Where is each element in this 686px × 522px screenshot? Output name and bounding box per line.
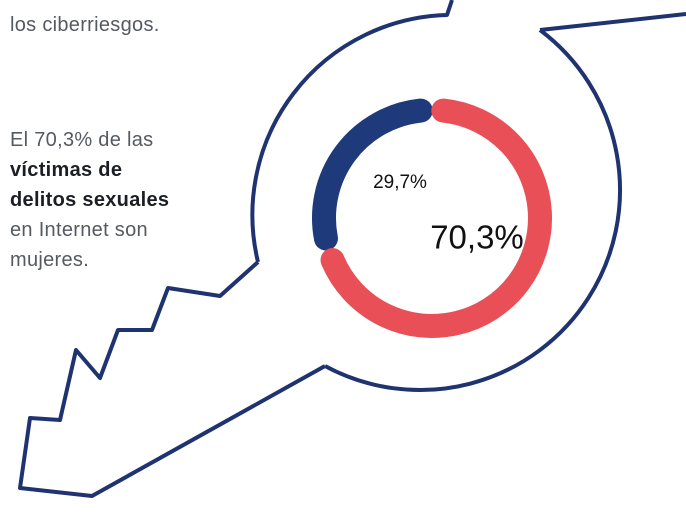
donut: 29,7% 70,3% <box>312 98 552 338</box>
caption: El 70,3% de las víctimas de delitos sexu… <box>10 125 169 275</box>
value-label: 70,3% <box>430 219 524 256</box>
key-outline <box>18 0 686 498</box>
caption-line: mujeres. <box>10 249 90 271</box>
key-handle <box>539 12 686 32</box>
intro-text: los ciberriesgos. <box>10 14 160 36</box>
value-label: 29,7% <box>373 172 427 193</box>
key-ring-left <box>250 0 454 263</box>
caption-bold: delitos sexuales <box>10 189 170 211</box>
key-ring-right <box>324 28 622 392</box>
caption-bold: víctimas de <box>10 159 123 181</box>
caption-line: en Internet son <box>10 219 148 241</box>
donut-segment <box>320 98 552 338</box>
caption-line: El 70,3% de las <box>10 129 154 151</box>
key-shaft <box>18 260 326 498</box>
donut-segment <box>312 98 433 251</box>
